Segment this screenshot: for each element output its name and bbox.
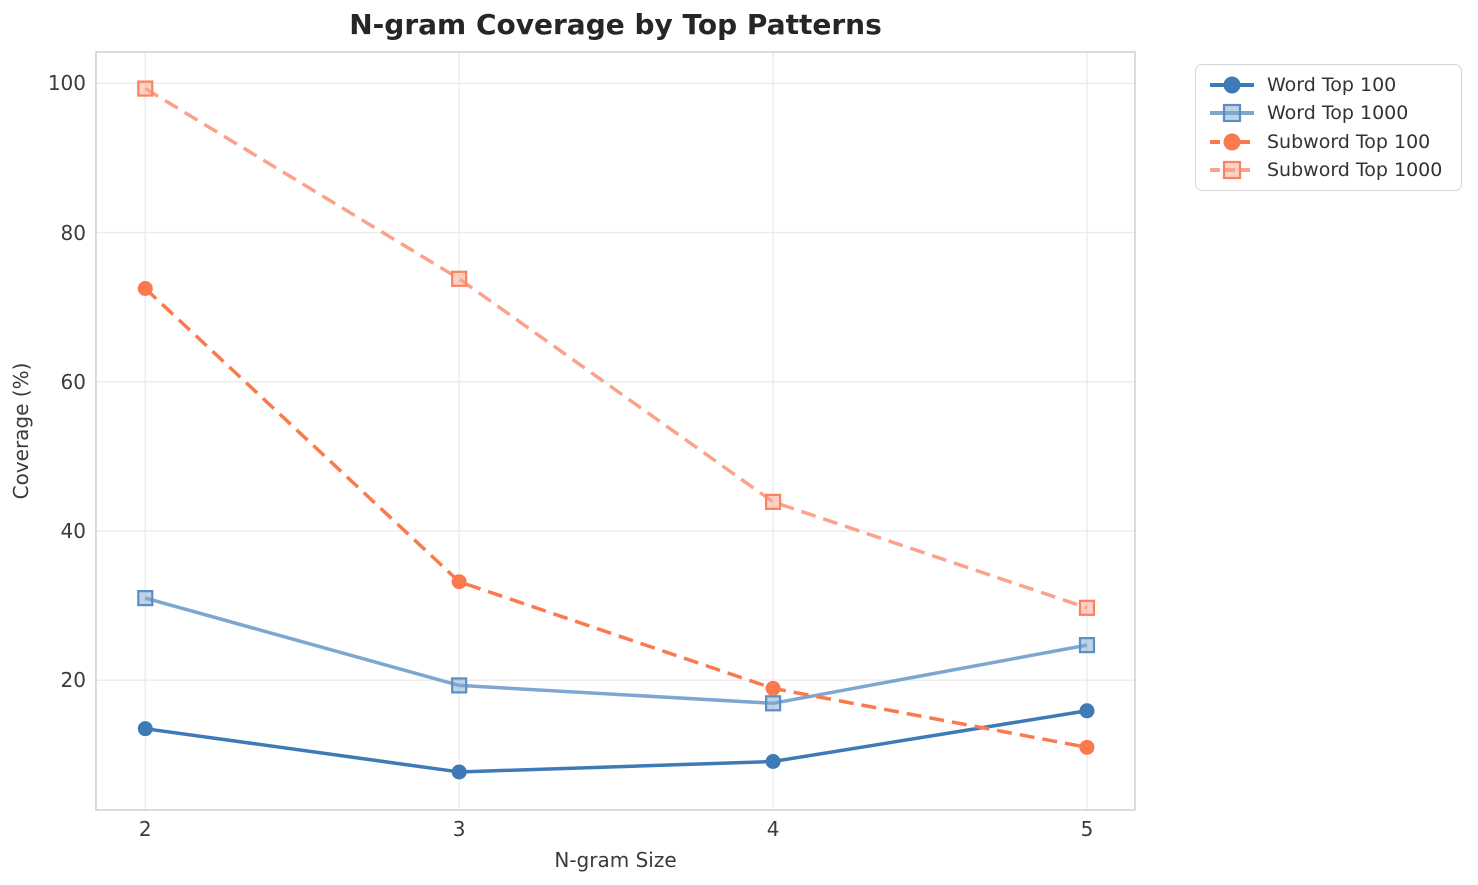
legend-swatch-square-icon: [1210, 104, 1254, 123]
data-point-marker: [1078, 599, 1096, 616]
x-tick-label: 4: [766, 817, 780, 841]
legend-item: Subword Top 100: [1208, 130, 1449, 154]
legend-swatch-square-icon: [1210, 160, 1254, 179]
y-tick-label: 60: [60, 369, 86, 394]
x-axis-label: N-gram Size: [554, 848, 677, 872]
data-point-marker: [451, 574, 467, 590]
data-point-marker: [451, 677, 468, 694]
data-point-marker: [451, 764, 467, 780]
data-point-marker: [765, 754, 781, 770]
y-tick-label: 40: [60, 518, 86, 543]
data-point-marker: [451, 270, 468, 287]
y-tick-label: 80: [60, 220, 86, 245]
series-line-2: [144, 287, 1088, 750]
legend-swatch-circle-icon: [1210, 76, 1254, 94]
legend-item-label: Subword Top 1000: [1267, 158, 1443, 181]
data-point-marker: [137, 721, 153, 737]
data-point-marker: [1079, 739, 1095, 755]
x-tick-label: 5: [1080, 817, 1094, 841]
data-point-marker: [137, 80, 154, 97]
legend-item-label: Word Top 100: [1267, 74, 1397, 97]
legend-item: Word Top 1000: [1208, 101, 1449, 125]
data-point-marker: [137, 281, 153, 297]
x-tick-label: 3: [452, 817, 466, 841]
legend-item: Subword Top 1000: [1208, 158, 1449, 182]
data-point-marker: [1078, 637, 1096, 654]
data-point-marker: [764, 695, 782, 712]
y-tick-label: 20: [60, 668, 86, 693]
y-tick-label: 100: [47, 71, 86, 96]
chart-title: N-gram Coverage by Top Patterns: [349, 8, 882, 41]
x-tick-label: 2: [138, 817, 152, 841]
data-point-marker: [764, 493, 782, 510]
legend-item: Word Top 100: [1208, 73, 1449, 97]
data-point-marker: [765, 680, 781, 696]
legend-item-label: Word Top 1000: [1267, 102, 1409, 125]
legend-item-label: Subword Top 100: [1267, 130, 1431, 153]
series-line-1: [144, 596, 1088, 706]
data-point-marker: [137, 590, 154, 607]
legend: Word Top 100 Word Top 1000 Subword Top 100…: [1195, 64, 1462, 191]
plot-border: [95, 51, 1136, 811]
legend-swatch-circle-icon: [1210, 133, 1254, 151]
series-line-3: [144, 87, 1088, 610]
y-axis-label: Coverage (%): [9, 362, 33, 500]
data-point-marker: [1079, 703, 1095, 719]
series-line-0: [145, 709, 1088, 774]
